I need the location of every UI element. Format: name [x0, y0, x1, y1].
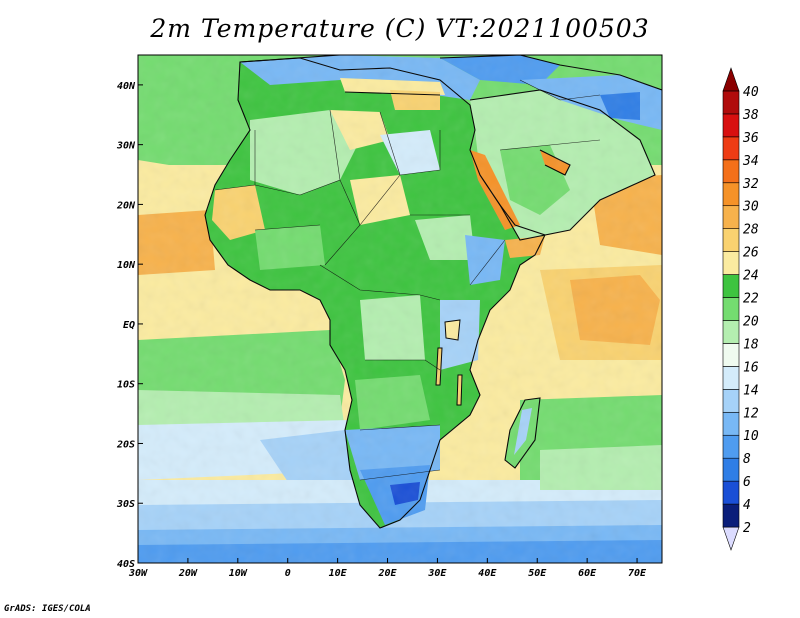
colorbar-label: 28	[743, 223, 759, 238]
lon-label: 10E	[329, 568, 348, 579]
colorbar-label: 22	[743, 292, 759, 307]
colorbar-segment	[722, 457, 740, 482]
lon-label: 20W	[178, 568, 198, 579]
lon-label: 30E	[427, 568, 447, 579]
credit-text: GrADS: IGES/COLA	[4, 604, 91, 614]
chart-title: 2m Temperature (C) VT:2021100503	[150, 14, 650, 43]
field-texture	[138, 55, 662, 563]
colorbar-label: 24	[743, 269, 759, 284]
colorbar-label: 26	[743, 246, 759, 261]
lat-label: 40S	[117, 559, 135, 570]
colorbar-label: 20	[743, 314, 759, 329]
lat-label: 30N	[116, 141, 136, 152]
colorbar-label: 2	[743, 521, 751, 536]
colorbar-label: 6	[743, 475, 751, 490]
colorbar-segment	[722, 366, 740, 390]
colorbar-segment	[722, 274, 740, 298]
colorbar-label: 36	[742, 131, 759, 146]
colorbar-segment	[722, 251, 740, 275]
colorbar-segment	[722, 159, 740, 184]
colorbar-segment	[722, 503, 740, 528]
colorbar-label: 12	[743, 406, 759, 421]
lat-label: EQ	[123, 320, 135, 331]
colorbar-segment	[722, 136, 740, 161]
axis-labels: 30W 20W 10W 0 10E 20E 30E 40E 50E 60E 70E 40N 30N 20N…	[116, 81, 647, 579]
colorbar-label: 10	[743, 429, 759, 444]
lon-label: 60E	[578, 568, 597, 579]
lat-label: 10N	[117, 260, 136, 271]
colorbar-segment	[722, 205, 740, 229]
colorbar-label: 16	[743, 360, 759, 375]
colorbar-label: 18	[743, 337, 759, 352]
colorbar-label: 8	[743, 452, 751, 467]
lon-label: 70E	[628, 568, 647, 579]
lat-label: 40N	[117, 81, 136, 92]
lat-label: 30S	[116, 499, 135, 510]
axis-ticks	[137, 84, 638, 564]
colorbar-segment	[722, 434, 740, 459]
colorbar-segment	[722, 526, 740, 551]
lon-label: 20E	[377, 568, 397, 579]
lat-label: 10S	[117, 380, 135, 391]
colorbar-segment	[722, 320, 740, 344]
lon-label: 0	[285, 568, 291, 579]
colorbar-segment	[722, 182, 740, 207]
lon-label: 30W	[128, 568, 148, 579]
map-frame	[137, 54, 663, 564]
lat-label: 20N	[116, 200, 136, 211]
colorbar-label: 40	[743, 85, 759, 100]
lon-label: 50E	[528, 568, 547, 579]
colorbar-segment	[722, 90, 740, 115]
colorbar-label: 32	[742, 177, 759, 192]
temperature-field	[138, 55, 662, 563]
colorbar-segment	[722, 389, 740, 413]
colorbar-label: 14	[743, 383, 759, 398]
colorbar-label: 4	[743, 498, 751, 513]
colorbar-label: 34	[742, 154, 759, 169]
colorbar-segment	[722, 67, 740, 92]
lon-label: 40E	[478, 568, 497, 579]
colorbar-segment	[722, 480, 740, 505]
colorbar-segment	[722, 343, 740, 367]
colorbar-segment	[722, 228, 740, 252]
colorbar-label: 30	[742, 200, 759, 215]
colorbar-label: 38	[742, 108, 759, 123]
colorbar-segment	[722, 411, 740, 436]
lon-label: 10W	[229, 568, 248, 579]
colorbar-segment	[722, 113, 740, 138]
colorbar-segment	[722, 297, 740, 321]
lat-label: 20S	[116, 439, 135, 450]
